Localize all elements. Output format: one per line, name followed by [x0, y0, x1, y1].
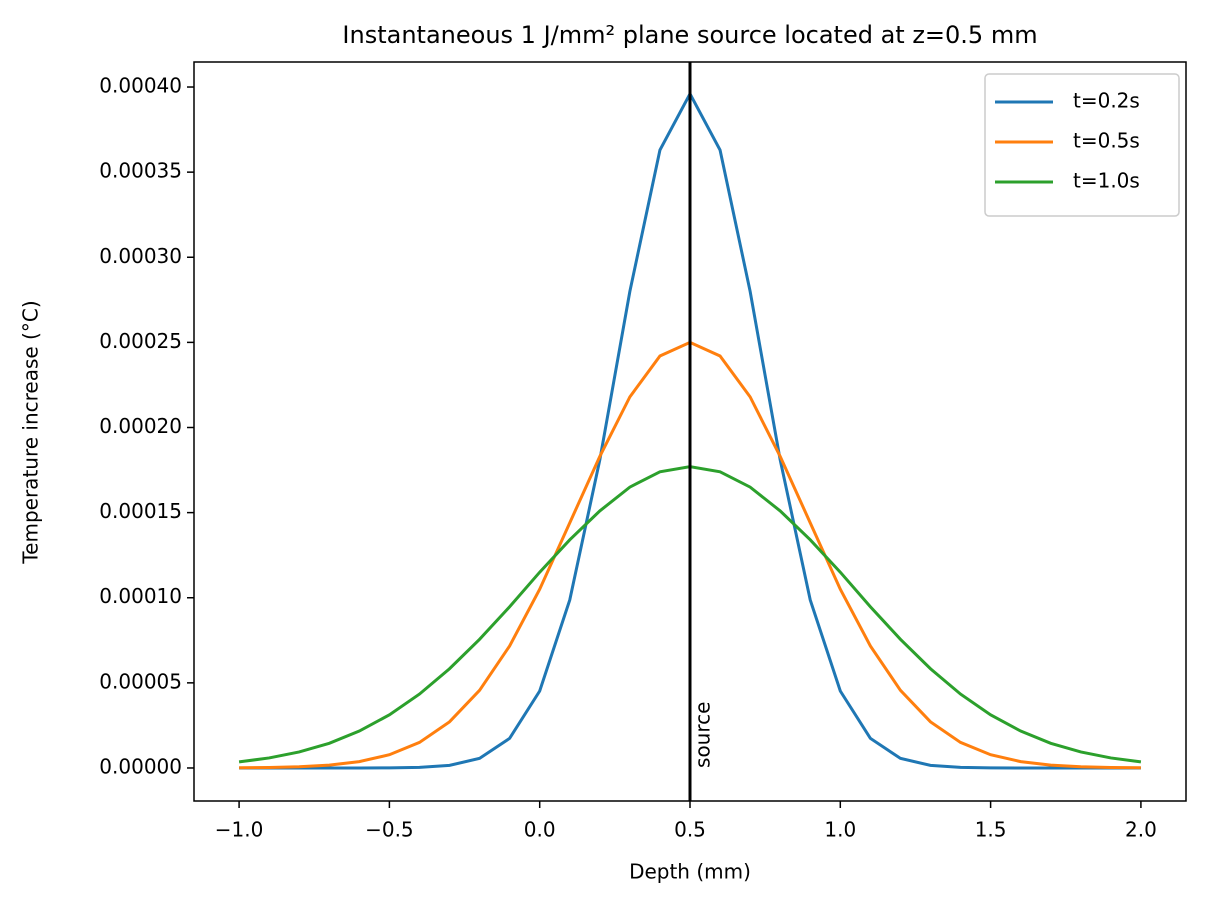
x-tick-label: 0.0: [524, 818, 556, 842]
x-axis-label: Depth (mm): [629, 860, 751, 884]
x-tick-label: −1.0: [215, 818, 264, 842]
chart-title: Instantaneous 1 J/mm² plane source locat…: [342, 21, 1037, 49]
y-tick-label: 0.00025: [99, 329, 182, 353]
y-tick-label: 0.00015: [99, 499, 182, 523]
y-tick-label: 0.00020: [99, 414, 182, 438]
legend-label: t=1.0s: [1073, 169, 1140, 193]
x-tick-label: 1.5: [975, 818, 1007, 842]
source-label: source: [691, 702, 715, 768]
legend-label: t=0.5s: [1073, 129, 1140, 153]
x-tick-label: 1.0: [824, 818, 856, 842]
y-tick-label: 0.00040: [99, 74, 182, 98]
y-axis-label: Temperature increase (°C): [19, 300, 43, 564]
plot-frame: [193, 61, 1187, 802]
x-tick-label: −0.5: [365, 818, 414, 842]
y-tick-label: 0.00035: [99, 159, 182, 183]
legend-label: t=0.2s: [1073, 89, 1140, 113]
y-tick-label: 0.00005: [99, 669, 182, 693]
y-tick-label: 0.00010: [99, 584, 182, 608]
x-tick-label: 2.0: [1125, 818, 1157, 842]
y-tick-label: 0.00000: [99, 754, 182, 778]
y-tick-label: 0.00030: [99, 244, 182, 268]
x-tick-label: 0.5: [674, 818, 706, 842]
